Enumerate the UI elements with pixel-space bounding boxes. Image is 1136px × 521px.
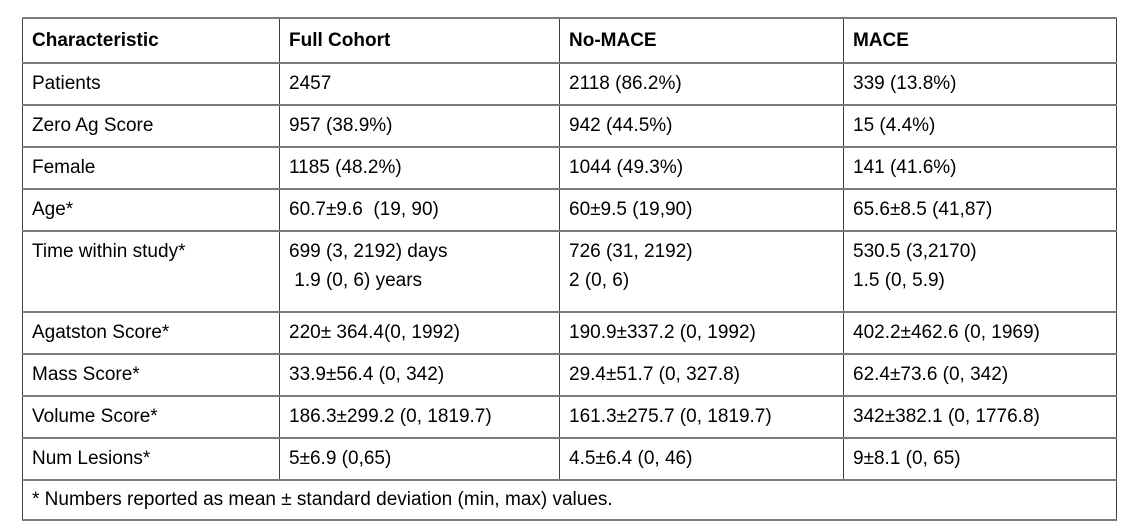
table-row-volume-score: Volume Score* 186.3±299.2 (0, 1819.7) 16… bbox=[22, 395, 1117, 439]
row-label: Volume Score* bbox=[22, 395, 280, 439]
table-footnote: * Numbers reported as mean ± standard de… bbox=[22, 479, 1117, 521]
table-row-mass-score: Mass Score* 33.9±56.4 (0, 342) 29.4±51.7… bbox=[22, 353, 1117, 397]
cohort-characteristics-table: Characteristic Full Cohort No-MACE MACE … bbox=[22, 17, 1117, 521]
row-label: Patients bbox=[22, 62, 280, 106]
data-cell: 2118 (86.2%) bbox=[559, 62, 844, 106]
data-cell: 2457 bbox=[279, 62, 560, 106]
row-label: Age* bbox=[22, 188, 280, 232]
data-cell: 60±9.5 (19,90) bbox=[559, 188, 844, 232]
column-header-mace: MACE bbox=[843, 17, 1117, 64]
footnote-row: * Numbers reported as mean ± standard de… bbox=[22, 479, 1117, 521]
table-row-agatston-score: Agatston Score* 220± 364.4(0, 1992) 190.… bbox=[22, 311, 1117, 355]
table-row-time-within-study: Time within study* 699 (3, 2192) days 1.… bbox=[22, 230, 1117, 313]
column-header-full-cohort: Full Cohort bbox=[279, 17, 560, 64]
row-label: Num Lesions* bbox=[22, 437, 280, 481]
table-row-female: Female 1185 (48.2%) 1044 (49.3%) 141 (41… bbox=[22, 146, 1117, 190]
data-cell: 220± 364.4(0, 1992) bbox=[279, 311, 560, 355]
data-cell: 15 (4.4%) bbox=[843, 104, 1117, 148]
data-cell: 60.7±9.6 (19, 90) bbox=[279, 188, 560, 232]
table-row-age: Age* 60.7±9.6 (19, 90) 60±9.5 (19,90) 65… bbox=[22, 188, 1117, 232]
header-row: Characteristic Full Cohort No-MACE MACE bbox=[22, 17, 1117, 64]
data-cell: 342±382.1 (0, 1776.8) bbox=[843, 395, 1117, 439]
row-label: Agatston Score* bbox=[22, 311, 280, 355]
row-label: Female bbox=[22, 146, 280, 190]
data-cell: 339 (13.8%) bbox=[843, 62, 1117, 106]
data-cell: 942 (44.5%) bbox=[559, 104, 844, 148]
data-cell: 9±8.1 (0, 65) bbox=[843, 437, 1117, 481]
data-cell: 190.9±337.2 (0, 1992) bbox=[559, 311, 844, 355]
data-cell: 530.5 (3,2170) 1.5 (0, 5.9) bbox=[843, 230, 1117, 313]
data-cell: 141 (41.6%) bbox=[843, 146, 1117, 190]
data-cell: 29.4±51.7 (0, 327.8) bbox=[559, 353, 844, 397]
data-cell: 62.4±73.6 (0, 342) bbox=[843, 353, 1117, 397]
column-header-characteristic: Characteristic bbox=[22, 17, 280, 64]
cohort-characteristics-table-container: Characteristic Full Cohort No-MACE MACE … bbox=[22, 17, 1117, 521]
data-cell: 726 (31, 2192) 2 (0, 6) bbox=[559, 230, 844, 313]
table-row-zero-ag-score: Zero Ag Score 957 (38.9%) 942 (44.5%) 15… bbox=[22, 104, 1117, 148]
row-label: Zero Ag Score bbox=[22, 104, 280, 148]
data-cell: 186.3±299.2 (0, 1819.7) bbox=[279, 395, 560, 439]
column-header-no-mace: No-MACE bbox=[559, 17, 844, 64]
data-cell: 1044 (49.3%) bbox=[559, 146, 844, 190]
row-label: Time within study* bbox=[22, 230, 280, 313]
data-cell: 957 (38.9%) bbox=[279, 104, 560, 148]
data-cell: 65.6±8.5 (41,87) bbox=[843, 188, 1117, 232]
data-cell: 5±6.9 (0,65) bbox=[279, 437, 560, 481]
data-cell: 33.9±56.4 (0, 342) bbox=[279, 353, 560, 397]
data-cell: 402.2±462.6 (0, 1969) bbox=[843, 311, 1117, 355]
table-row-patients: Patients 2457 2118 (86.2%) 339 (13.8%) bbox=[22, 62, 1117, 106]
data-cell: 161.3±275.7 (0, 1819.7) bbox=[559, 395, 844, 439]
row-label: Mass Score* bbox=[22, 353, 280, 397]
data-cell: 1185 (48.2%) bbox=[279, 146, 560, 190]
data-cell: 699 (3, 2192) days 1.9 (0, 6) years bbox=[279, 230, 560, 313]
data-cell: 4.5±6.4 (0, 46) bbox=[559, 437, 844, 481]
table-row-num-lesions: Num Lesions* 5±6.9 (0,65) 4.5±6.4 (0, 46… bbox=[22, 437, 1117, 481]
